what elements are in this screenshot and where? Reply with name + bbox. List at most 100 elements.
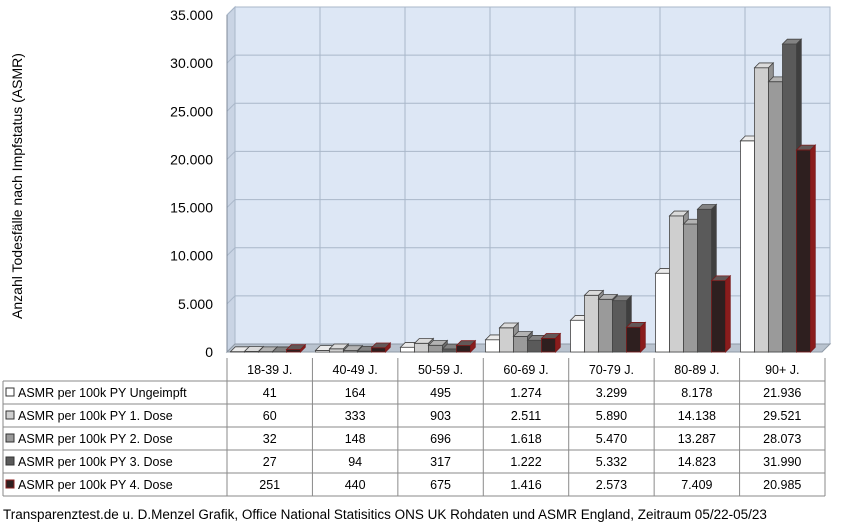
data-label: 60	[263, 409, 277, 423]
category-label: 80-89 J.	[674, 363, 719, 377]
legend-swatch	[5, 387, 15, 397]
bar-front	[598, 298, 613, 353]
category-label: 50-59 J.	[418, 363, 463, 377]
data-label: 1.274	[510, 386, 541, 400]
bar-front	[428, 344, 443, 353]
bar-side	[385, 341, 391, 353]
legend-swatch	[5, 433, 15, 443]
data-label: 317	[430, 455, 451, 469]
y-tick-label: 20.000	[170, 151, 213, 167]
bar-front	[655, 272, 670, 353]
bar-front	[683, 223, 698, 353]
y-axis-label: Anzahl Todesfälle nach Impfstatus (ASMR)	[9, 53, 25, 319]
category-label: 18-39 J.	[247, 363, 292, 377]
bar	[455, 339, 477, 353]
data-label: 495	[430, 386, 451, 400]
legend-entry: ASMR per 100k PY 1. Dose	[18, 409, 173, 423]
legend-entry: ASMR per 100k PY 2. Dose	[18, 432, 173, 446]
data-label: 13.287	[678, 432, 716, 446]
data-label: 27	[263, 455, 277, 469]
grouped-bar-chart: 0 5.000 10.000 15.000 20.000 25.000 30.000 35.0…	[2, 5, 832, 497]
y-tick-label: 15.000	[170, 200, 213, 216]
bar	[710, 274, 732, 353]
bar	[625, 321, 647, 353]
bar-front	[513, 336, 528, 353]
legend-swatch	[5, 456, 15, 466]
bar-front	[570, 319, 585, 353]
bar	[285, 343, 307, 353]
data-label: 28.073	[763, 432, 801, 446]
bar-side	[725, 274, 731, 353]
data-label: 1.222	[510, 455, 541, 469]
data-label: 333	[345, 409, 366, 423]
data-label: 164	[345, 386, 366, 400]
data-label: 5.890	[596, 409, 627, 423]
data-label: 14.138	[678, 409, 716, 423]
source-footer: Transparenztest.de u. D.Menzel Grafik, O…	[3, 507, 767, 522]
gridline-side	[226, 102, 236, 112]
data-label: 2.511	[511, 409, 541, 423]
bar-front	[527, 339, 542, 353]
bar	[795, 144, 817, 353]
data-label: 3.299	[596, 386, 627, 400]
bar-front	[754, 67, 769, 353]
bar-front	[499, 327, 514, 353]
data-label: 903	[430, 409, 451, 423]
bar-front	[796, 149, 811, 353]
bar-front	[400, 346, 415, 353]
bar	[370, 341, 392, 353]
data-label: 5.470	[596, 432, 627, 446]
legend-entry: ASMR per 100k PY 3. Dose	[18, 455, 173, 469]
bar-front	[456, 345, 471, 353]
data-label: 7.409	[681, 478, 712, 492]
data-label: 21.936	[763, 386, 801, 400]
data-label: 94	[348, 455, 362, 469]
gridline-side	[226, 54, 236, 64]
bar-side	[555, 332, 561, 353]
legend-entry: ASMR per 100k PY Ungeimpft	[18, 386, 187, 400]
data-label: 1.416	[510, 478, 541, 492]
data-label: 675	[430, 478, 451, 492]
category-label: 70-79 J.	[589, 363, 634, 377]
y-tick-label: 10.000	[170, 248, 213, 264]
y-axis: 0 5.000 10.000 15.000 20.000 25.000 30.000 35.0…	[170, 7, 228, 360]
data-label: 14.823	[678, 455, 716, 469]
bar-front	[612, 300, 627, 353]
data-label: 1.618	[510, 432, 541, 446]
bar-front	[782, 43, 797, 353]
bar-front	[485, 339, 500, 353]
bar-front	[740, 140, 755, 353]
data-label: 2.573	[596, 478, 627, 492]
gridline-side	[226, 247, 236, 257]
data-label: 41	[263, 386, 277, 400]
legend-swatch	[5, 410, 15, 420]
bar-front	[711, 280, 726, 353]
data-label: 32	[263, 432, 277, 446]
category-label: 60-69 J.	[503, 363, 548, 377]
bars	[229, 38, 817, 353]
category-label: 90+ J.	[765, 363, 799, 377]
y-tick-label: 5.000	[178, 296, 213, 312]
y-tick-label: 0	[205, 344, 213, 360]
bar-side	[810, 144, 816, 353]
data-label: 5.332	[596, 455, 627, 469]
gridline-side	[226, 151, 236, 160]
y-tick-label: 35.000	[170, 7, 213, 23]
data-table: 18-39 J. 40-49 J. 50-59 J. 60-69 J. 70-79 J.…	[2, 358, 826, 497]
bar-front	[669, 215, 684, 353]
plot-area	[225, 5, 832, 354]
bar-front	[442, 348, 457, 353]
legend-entry: ASMR per 100k PY 4. Dose	[18, 478, 173, 492]
bar-side	[640, 321, 646, 353]
bar-front	[768, 81, 783, 353]
legend-swatch	[5, 479, 15, 489]
bar	[540, 332, 562, 353]
data-label: 31.990	[763, 455, 801, 469]
bar-side	[470, 339, 476, 353]
category-label: 40-49 J.	[333, 363, 378, 377]
bar-front	[371, 347, 386, 353]
bar-front	[541, 337, 556, 353]
gridline-side	[226, 6, 236, 16]
data-label: 148	[345, 432, 366, 446]
gridline-side	[226, 199, 236, 208]
